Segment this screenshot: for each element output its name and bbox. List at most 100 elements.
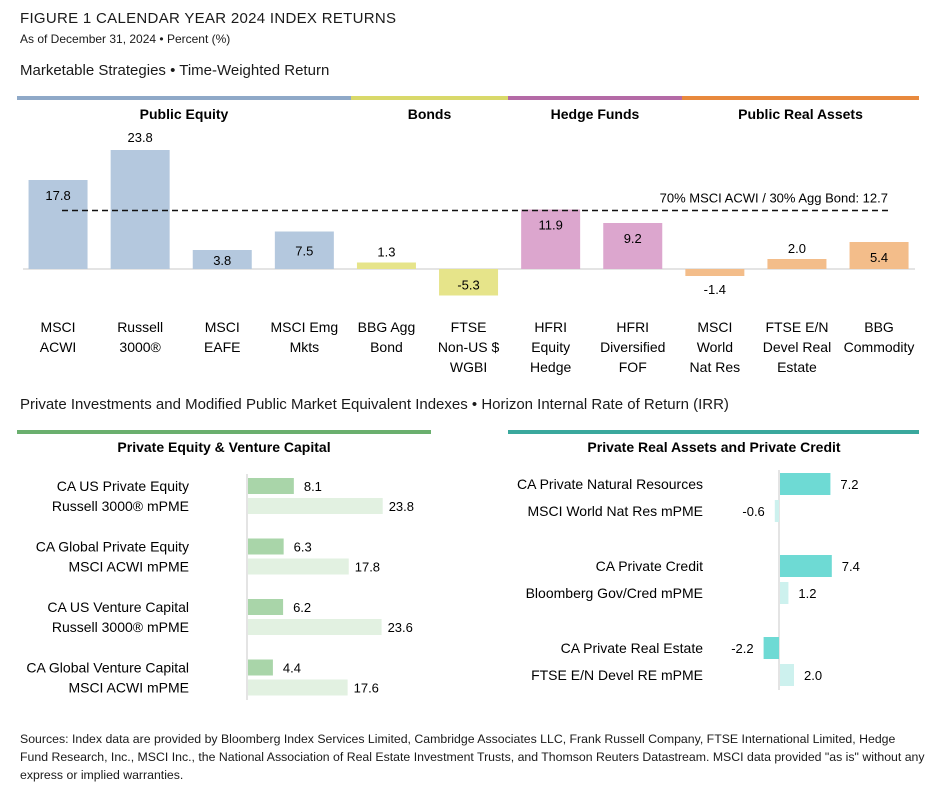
group-header-label: Bonds xyxy=(408,106,452,122)
category-label: EAFE xyxy=(204,339,241,355)
bar xyxy=(685,269,745,276)
group-header-label: Public Real Assets xyxy=(738,106,863,122)
category-label: HFRI xyxy=(534,319,567,335)
category-label: Bond xyxy=(370,339,403,355)
bar xyxy=(356,262,416,269)
pra-title: Private Real Assets and Private Credit xyxy=(587,439,840,455)
private-value-label: 7.2 xyxy=(840,477,858,492)
category-label: 3000® xyxy=(119,339,161,355)
private-label: CA Global Private Equity xyxy=(36,539,189,555)
private-label: CA Private Real Estate xyxy=(561,640,704,656)
private-value-label: 4.4 xyxy=(283,661,301,676)
private-label: CA Private Natural Resources xyxy=(517,476,703,492)
private-bar xyxy=(248,478,294,494)
bar xyxy=(274,231,334,269)
category-label: MSCI xyxy=(41,319,76,335)
category-label: Diversified xyxy=(600,339,665,355)
bar xyxy=(28,180,88,269)
pme-label: MSCI World Nat Res mPME xyxy=(527,503,703,519)
section2-title: Private Investments and Modified Public … xyxy=(20,396,729,413)
pe-vc-title: Private Equity & Venture Capital xyxy=(117,439,330,455)
category-label: Russell xyxy=(117,319,163,335)
private-label: CA Private Credit xyxy=(596,558,703,574)
private-value-label: 6.2 xyxy=(293,600,311,615)
private-label: CA US Private Equity xyxy=(57,478,189,494)
pme-bar xyxy=(248,558,349,575)
pra-header-line xyxy=(508,430,919,434)
category-label: Nat Res xyxy=(690,359,741,375)
pme-value-label: -0.6 xyxy=(742,504,764,519)
category-label: World xyxy=(697,339,733,355)
bar xyxy=(849,242,909,269)
reference-line-label: 70% MSCI ACWI / 30% Agg Bond: 12.7 xyxy=(660,191,888,206)
bar-value-label: 2.0 xyxy=(788,241,806,256)
pme-bar xyxy=(248,619,382,635)
pme-label: MSCI ACWI mPME xyxy=(68,559,189,575)
section1-title: Marketable Strategies • Time-Weighted Re… xyxy=(20,62,330,79)
pme-label: Russell 3000® mPME xyxy=(52,498,189,514)
pme-bar xyxy=(780,664,794,686)
group-header-line xyxy=(17,96,351,100)
private-bar xyxy=(248,599,284,615)
category-label: FTSE E/N xyxy=(765,319,828,335)
bar-value-label: 11.9 xyxy=(538,218,562,233)
private-bar xyxy=(248,538,284,555)
pe-vc-header-line xyxy=(17,430,431,434)
private-bar xyxy=(780,555,832,577)
pme-bar xyxy=(248,679,348,696)
group-header-line xyxy=(351,96,508,100)
category-label: FTSE xyxy=(451,319,487,335)
bar-value-label: 9.2 xyxy=(624,231,642,246)
figure-title: FIGURE 1 CALENDAR YEAR 2024 INDEX RETURN… xyxy=(20,10,397,27)
bar-value-label: 1.3 xyxy=(377,245,395,260)
bar xyxy=(110,150,170,269)
private-bar xyxy=(780,473,831,495)
category-label: Commodity xyxy=(844,339,915,355)
bar-value-label: -1.4 xyxy=(704,282,726,297)
category-label: MSCI xyxy=(205,319,240,335)
category-label: FOF xyxy=(619,359,647,375)
bar-value-label: -5.3 xyxy=(457,278,479,293)
private-label: CA Global Venture Capital xyxy=(26,660,189,676)
private-bar xyxy=(763,637,779,659)
figure-subtitle: As of December 31, 2024 • Percent (%) xyxy=(20,32,231,46)
category-label: WGBI xyxy=(450,359,487,375)
group-header-line xyxy=(682,96,919,100)
bar xyxy=(767,259,827,269)
pme-label: Russell 3000® mPME xyxy=(52,619,189,635)
pme-value-label: 17.6 xyxy=(354,681,379,696)
private-value-label: 8.1 xyxy=(304,479,322,494)
pme-label: MSCI ACWI mPME xyxy=(68,680,189,696)
category-label: Non-US $ xyxy=(438,339,500,355)
category-label: Hedge xyxy=(530,359,571,375)
index-returns-chart: Public Equity Bonds Hedge Funds Public Real… xyxy=(17,96,919,700)
bar-value-label: 23.8 xyxy=(127,130,152,145)
private-label: CA US Venture Capital xyxy=(47,599,189,615)
private-value-label: 7.4 xyxy=(842,559,860,574)
pme-value-label: 1.2 xyxy=(798,586,816,601)
pme-value-label: 23.6 xyxy=(388,620,413,635)
category-label: Estate xyxy=(777,359,817,375)
bar xyxy=(439,269,499,296)
category-label: MSCI Emg xyxy=(271,319,339,335)
bar xyxy=(603,223,663,269)
private-value-label: -2.2 xyxy=(731,641,753,656)
category-label: ACWI xyxy=(40,339,77,355)
pme-label: Bloomberg Gov/Cred mPME xyxy=(526,585,703,601)
pme-label: FTSE E/N Devel RE mPME xyxy=(531,667,703,683)
pme-value-label: 17.8 xyxy=(355,560,380,575)
private-bar xyxy=(248,659,273,676)
bar-value-label: 7.5 xyxy=(295,244,313,259)
group-header-label: Hedge Funds xyxy=(551,106,640,122)
category-label: MSCI xyxy=(697,319,732,335)
group-header-label: Public Equity xyxy=(140,106,229,122)
pme-bar xyxy=(780,582,789,604)
group-header-line xyxy=(508,96,682,100)
bar-value-label: 5.4 xyxy=(870,250,888,265)
bar-value-label: 3.8 xyxy=(213,253,231,268)
category-label: BBG xyxy=(864,319,894,335)
private-value-label: 6.3 xyxy=(294,540,312,555)
pme-value-label: 2.0 xyxy=(804,668,822,683)
bar-value-label: 17.8 xyxy=(45,188,70,203)
pme-value-label: 23.8 xyxy=(389,499,414,514)
